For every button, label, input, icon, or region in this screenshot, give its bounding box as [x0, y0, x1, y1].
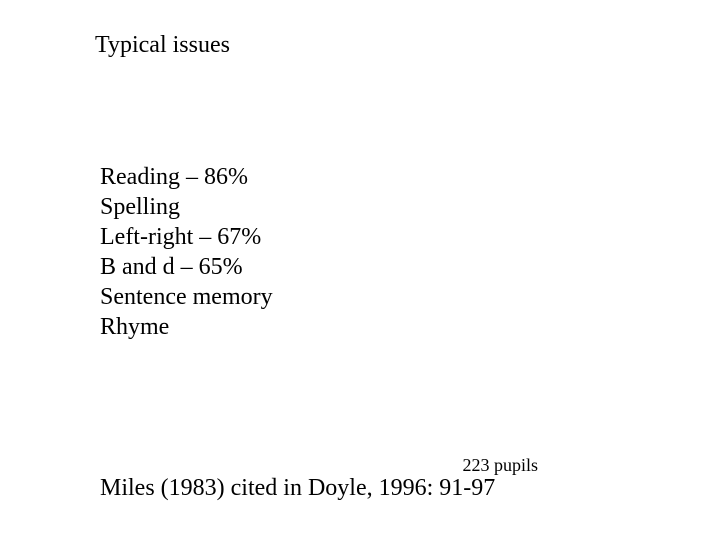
slide-title: Typical issues	[95, 32, 230, 59]
list-item: Spelling	[100, 192, 273, 222]
list-item: Left-right – 67%	[100, 222, 273, 252]
list-item: Sentence memory	[100, 282, 273, 312]
list-item: B and d – 65%	[100, 252, 273, 282]
sample-size: 223 pupils	[462, 455, 538, 476]
citation: Miles (1983) cited in Doyle, 1996: 91-97	[100, 475, 495, 502]
slide: Typical issues Reading – 86% Spelling Le…	[0, 0, 720, 540]
list-item: Rhyme	[100, 312, 273, 342]
list-item: Reading – 86%	[100, 162, 273, 192]
issues-list: Reading – 86% Spelling Left-right – 67% …	[100, 162, 273, 342]
